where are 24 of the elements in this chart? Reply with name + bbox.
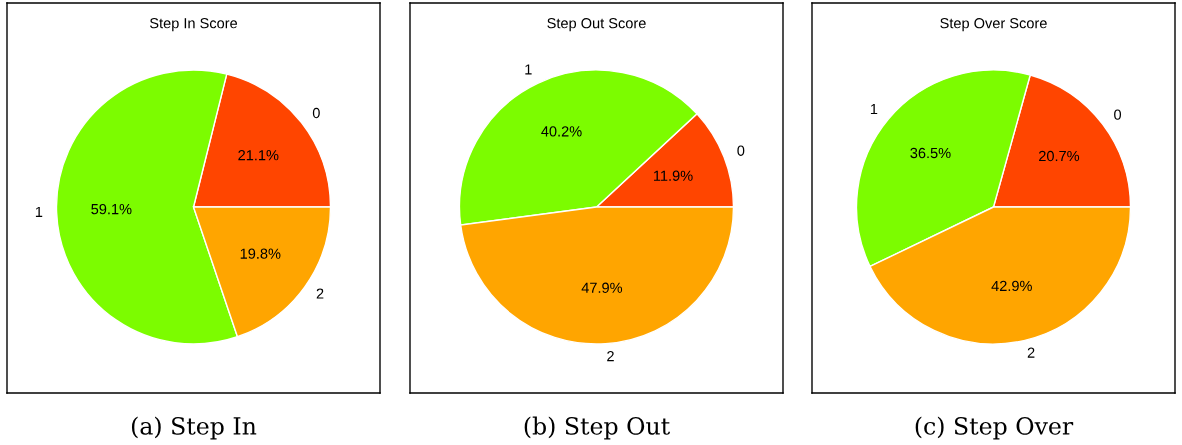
text: (c) Step Over [915, 416, 1074, 440]
data-label: 47.9% [581, 282, 623, 293]
data-label: 11.9% [654, 170, 693, 181]
slice-label: 1 [35, 206, 43, 217]
data-label: 59.1% [91, 203, 132, 215]
slice-label: 0 [312, 107, 320, 119]
data-label: 40.2% [541, 126, 582, 137]
data-label: 21.1% [238, 150, 279, 161]
slice-label: 1 [525, 64, 532, 75]
slice-label: 2 [316, 288, 324, 299]
chart-title: Step In Score [149, 18, 238, 32]
chart-title: Step Out Score [547, 18, 646, 32]
text: (a) Step In [131, 416, 257, 440]
slice-label: 0 [1114, 109, 1122, 120]
chart-title: Step Over Score [940, 18, 1047, 32]
data-label: 19.8% [240, 248, 281, 259]
data-label: 36.5% [910, 147, 951, 159]
text: (b) Step Out [524, 416, 670, 440]
slice-label: 2 [607, 350, 614, 362]
slice-label: 1 [870, 104, 878, 115]
data-label: 20.7% [1039, 150, 1080, 162]
slice-label: 0 [737, 145, 745, 156]
data-label: 42.9% [991, 280, 1032, 292]
slice-label: 2 [1027, 347, 1035, 358]
